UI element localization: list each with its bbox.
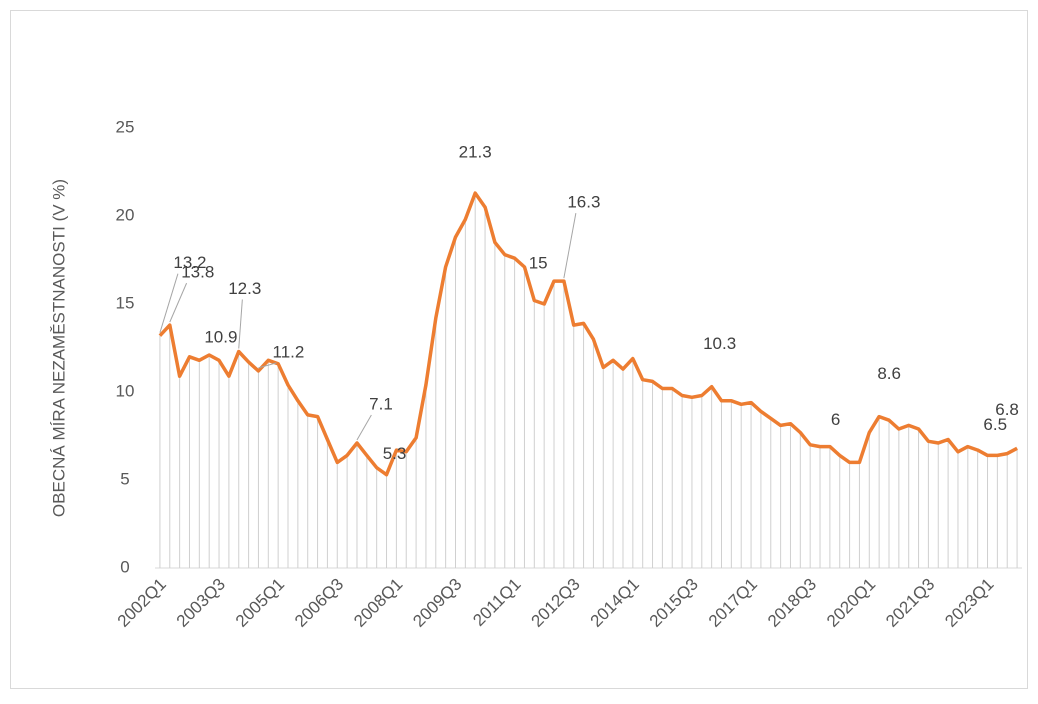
data-label: 11.2 (273, 342, 305, 361)
data-label: 6 (831, 410, 840, 429)
leader-line (169, 282, 188, 323)
y-tick-label: 0 (120, 557, 129, 576)
leader-line (159, 273, 179, 333)
chart-border (10, 10, 1028, 689)
data-label: 6.8 (995, 400, 1019, 419)
leader-line (563, 213, 577, 279)
series-line (158, 191, 1018, 477)
data-label: 13.8 (181, 263, 214, 282)
data-label: 10.3 (703, 334, 736, 353)
data-label: 16.3 (567, 193, 600, 212)
leader-line (238, 299, 243, 349)
y-tick-label: 25 (116, 117, 135, 136)
data-label: 21.3 (459, 143, 492, 162)
data-label: 12.3 (228, 279, 261, 298)
y-tick-label: 20 (116, 205, 135, 224)
y-axis-title: OBECNÁ MÍRA NEZAMĚSTNANOSTI (V %) (49, 179, 68, 517)
data-label: 13.2 (173, 253, 206, 272)
data-label: 6.5 (983, 415, 1007, 434)
y-tick-label: 5 (120, 469, 129, 488)
data-label: 10.9 (204, 328, 237, 347)
leader-line (258, 362, 277, 369)
data-label: 5.3 (383, 444, 407, 463)
leader-line (356, 414, 372, 441)
data-label: 15 (529, 253, 548, 272)
data-label: 7.1 (369, 395, 393, 414)
y-tick-label: 15 (116, 293, 135, 312)
y-tick-label: 10 (116, 381, 135, 400)
data-label: 8.6 (877, 364, 901, 383)
